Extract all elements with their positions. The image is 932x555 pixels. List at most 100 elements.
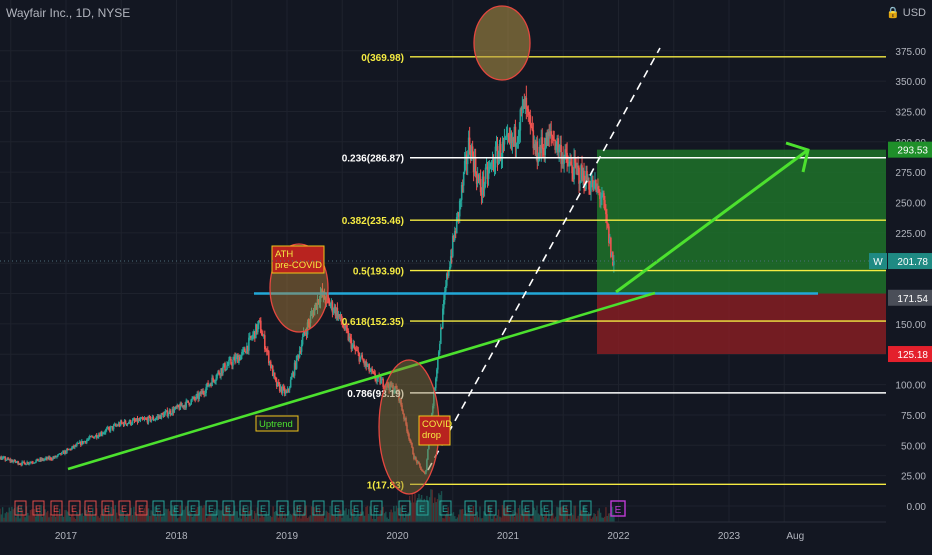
volume-bar (202, 508, 203, 522)
volume-bar (6, 512, 7, 522)
symbol-title: Wayfair Inc., 1D, NYSE (6, 6, 130, 20)
volume-bar (0, 509, 1, 522)
volume-bar (303, 513, 304, 522)
volume-bar (458, 514, 459, 522)
volume-bar (327, 512, 328, 522)
volume-bar (10, 511, 11, 522)
volume-bar (600, 513, 601, 522)
volume-bar (502, 505, 503, 522)
currency-selector[interactable]: 🔒 USD (886, 6, 926, 19)
candle-body (463, 172, 465, 185)
volume-bar (158, 516, 159, 522)
volume-bar (443, 518, 444, 522)
volume-bar (429, 497, 430, 522)
price-axis: 0.0025.0050.0075.00100.00125.00150.00175… (886, 0, 932, 550)
volume-bar (100, 514, 101, 522)
volume-bar (378, 516, 379, 522)
volume-bar (254, 511, 255, 522)
volume-bar (579, 514, 580, 522)
stop-loss-zone (597, 294, 886, 354)
volume-bar (310, 515, 311, 522)
volume-bar (497, 515, 498, 522)
volume-bar (396, 506, 397, 522)
volume-bar (516, 513, 517, 522)
volume-bar (359, 517, 360, 522)
volume-bar (206, 518, 207, 522)
earnings-marker-label: E (155, 504, 161, 514)
volume-bar (454, 516, 455, 522)
volume-bar (44, 509, 45, 522)
volume-bar (190, 513, 191, 522)
volume-bar (238, 518, 239, 522)
volume-bar (478, 517, 479, 522)
volume-bar (77, 515, 78, 522)
earnings-marker-label: E (173, 504, 179, 514)
volume-bar (426, 496, 427, 522)
price-axis-tick: 50.00 (901, 441, 926, 452)
volume-bar (345, 508, 346, 522)
volume-bar (459, 510, 460, 522)
volume-bar (412, 494, 413, 522)
candle-body (140, 419, 142, 421)
volume-bar (5, 513, 6, 522)
uptrend-callout-text: Uptrend (259, 419, 293, 430)
volume-bar (593, 513, 594, 522)
volume-bar (185, 507, 186, 522)
volume-bar (221, 510, 222, 522)
volume-bar (268, 515, 269, 522)
volume-bar (554, 518, 555, 522)
earnings-marker-label: E (104, 504, 110, 514)
candle-body (380, 380, 382, 384)
volume-bar (453, 512, 454, 522)
volume-bar (555, 517, 556, 522)
fib-level-label: 0.618(152.35) (342, 317, 404, 328)
earnings-marker-label: E (53, 504, 59, 514)
volume-bar (393, 506, 394, 522)
volume-bar (493, 516, 494, 522)
candle-body (113, 425, 115, 429)
volume-bar (332, 514, 333, 522)
volume-bar (1, 514, 2, 522)
volume-bar (539, 515, 540, 522)
volume-bar (432, 490, 433, 522)
volume-bar (162, 516, 163, 522)
volume-bar (105, 515, 106, 522)
volume-bar (534, 508, 535, 522)
volume-bar (180, 505, 181, 522)
earnings-marker-label: E (138, 504, 144, 514)
volume-bar (556, 507, 557, 522)
candle-body (94, 437, 96, 439)
volume-bar (197, 507, 198, 522)
price-axis-tick: 375.00 (895, 47, 926, 58)
volume-bar (177, 518, 178, 522)
volume-bar (495, 518, 496, 522)
volume-bar (437, 499, 438, 522)
volume-bar (369, 506, 370, 522)
volume-bar (113, 509, 114, 522)
volume-bar (329, 506, 330, 522)
candle-body (613, 261, 615, 265)
volume-bar (217, 517, 218, 522)
volume-bar (569, 516, 570, 522)
volume-bar (70, 517, 71, 522)
earnings-marker-label: E (467, 504, 473, 514)
volume-bar (483, 511, 484, 522)
volume-bar (392, 512, 393, 522)
price-axis-tick: 250.00 (895, 199, 926, 210)
volume-bar (46, 512, 47, 522)
top-ellipse (474, 6, 530, 80)
volume-bar (344, 511, 345, 522)
earnings-marker-label: E (17, 504, 23, 514)
volume-bar (28, 515, 29, 522)
volume-bar (511, 515, 512, 522)
earnings-marker-label: E (71, 504, 77, 514)
volume-bar (320, 515, 321, 522)
candle-body (290, 380, 292, 388)
volume-bar (9, 507, 10, 522)
volume-bar (604, 517, 605, 522)
price-axis-tick: 75.00 (901, 411, 926, 422)
